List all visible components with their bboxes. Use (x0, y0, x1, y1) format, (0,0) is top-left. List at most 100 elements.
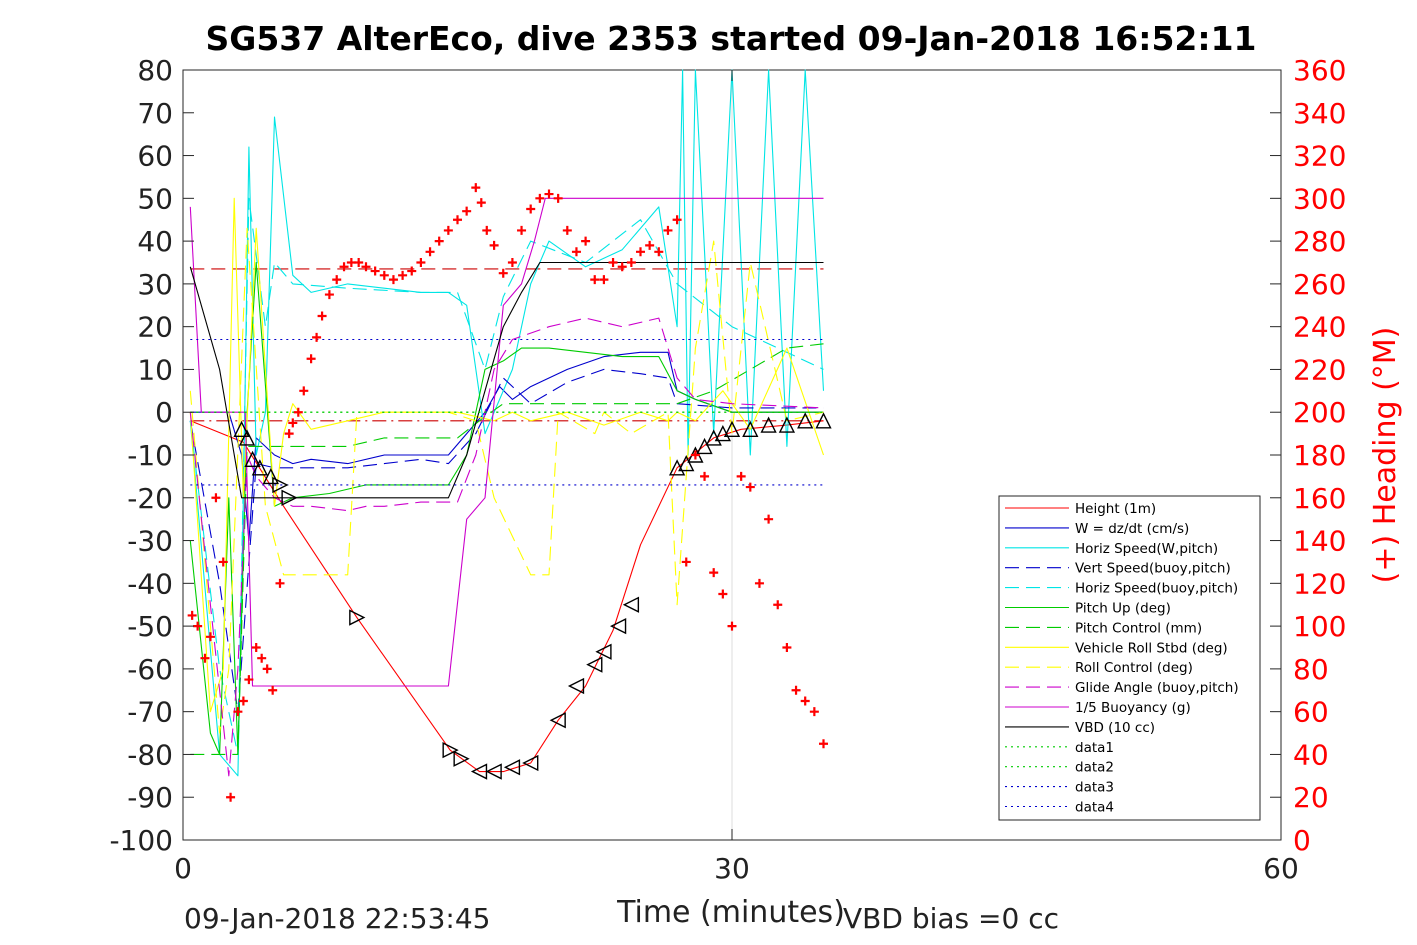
heading-point (471, 183, 481, 193)
heading-point (654, 247, 664, 257)
legend-label: Height (1m) (1075, 501, 1156, 517)
y-tick-label: -80 (127, 738, 173, 771)
y-tick-label: -60 (127, 653, 173, 686)
heading-point (361, 262, 371, 272)
y-tick-label: -90 (127, 781, 173, 814)
legend-label: W = dz/dt (cm/s) (1075, 521, 1189, 537)
depth-marker (778, 416, 796, 433)
depth-marker (622, 596, 640, 613)
y-right-tick-label: 240 (1293, 311, 1346, 344)
y-tick-label: 70 (137, 97, 173, 130)
y-right-tick-label: 260 (1293, 268, 1346, 301)
heading-point (626, 258, 636, 267)
depth-marker (586, 656, 603, 673)
heading-point (681, 557, 691, 567)
heading-point (193, 621, 203, 631)
heading-point (498, 268, 508, 278)
y-right-tick-label: 180 (1293, 439, 1346, 472)
legend: Height (1m) W = dz/dt (cm/s) Horiz Speed(W… (998, 495, 1261, 821)
depth-marker (609, 617, 627, 635)
depth-marker (442, 742, 459, 759)
heading-point (226, 792, 236, 802)
heading-point (745, 482, 755, 492)
y-tick-label: -40 (127, 567, 173, 600)
heading-point (284, 429, 294, 439)
heading-point (299, 386, 309, 396)
heading-point (354, 258, 364, 267)
heading-point (581, 236, 591, 246)
depth-marker (453, 750, 470, 767)
heading-point (727, 621, 737, 631)
legend-label: Vert Speed(buoy,pitch) (1075, 561, 1231, 577)
heading-point (443, 225, 453, 235)
legend-label: Glide Angle (buoy,pitch) (1075, 680, 1239, 696)
depth-marker (696, 437, 713, 455)
depth-marker (723, 420, 741, 438)
depth-marker (485, 763, 502, 780)
footer-vbd-bias: VBD bias =0 cc (843, 902, 1059, 935)
legend-label: Pitch Control (mm) (1075, 620, 1202, 636)
heading-point (339, 262, 349, 272)
series-line (190, 351, 824, 542)
depth-marker (797, 412, 814, 429)
heading-point (434, 236, 444, 246)
heading-point (526, 204, 536, 214)
y-tick-label: 80 (137, 54, 173, 87)
depth-marker (742, 420, 759, 438)
heading-point (617, 262, 627, 272)
heading-point (736, 471, 746, 481)
heading-point (268, 685, 278, 695)
legend-label: Vehicle Roll Stbd (deg) (1075, 640, 1228, 656)
heading-point (388, 275, 398, 285)
heading-point (599, 275, 609, 285)
y-tick-label: -30 (127, 525, 173, 558)
legend-label: Roll Control (deg) (1075, 660, 1193, 676)
y-right-tick-label: 280 (1293, 225, 1346, 258)
series-line (189, 261, 824, 499)
heading-point (754, 578, 764, 588)
depth-marker (595, 643, 612, 660)
y-tick-label: 30 (137, 268, 173, 301)
heading-point (244, 675, 254, 685)
series-line (189, 69, 825, 777)
heading-point (233, 707, 243, 717)
heading-point (324, 290, 334, 300)
legend-label: Horiz Speed(W,pitch) (1075, 541, 1218, 557)
y-right-tick-label: 40 (1293, 738, 1329, 771)
heading-point (517, 225, 527, 235)
heading-point (293, 407, 303, 417)
y-tick-label: 50 (137, 182, 173, 215)
heading-point (535, 193, 545, 203)
y-right-tick-label: 100 (1293, 610, 1346, 643)
heading-point (800, 696, 810, 706)
depth-marker (238, 429, 256, 446)
heading-point (453, 215, 462, 225)
heading-point (562, 225, 572, 235)
heading-point (764, 514, 774, 524)
heading-point (782, 643, 792, 652)
depth-marker (815, 412, 832, 429)
y-tick-label: 10 (137, 353, 173, 386)
y-right-tick-label: 60 (1293, 696, 1329, 729)
y-tick-label: -100 (109, 824, 173, 857)
y-right-tick-label: 200 (1293, 396, 1346, 429)
series-line (190, 343, 824, 755)
y-right-tick-label: 140 (1293, 525, 1346, 558)
y-right-tick-label: 0 (1293, 824, 1311, 857)
heading-point (544, 189, 554, 199)
heading-point (489, 240, 499, 250)
y-right-tick-label: 20 (1293, 781, 1329, 814)
x-tick-label: 0 (174, 852, 192, 885)
legend-label: data2 (1075, 760, 1114, 776)
marker-layer (187, 183, 832, 802)
series-layer (189, 69, 825, 777)
heading-point (507, 258, 517, 267)
heading-point (636, 247, 645, 257)
series-line (190, 420, 824, 773)
heading-point (257, 653, 267, 663)
heading-point (645, 240, 655, 250)
heading-point (262, 664, 272, 674)
heading-point (425, 247, 435, 257)
x-tick-label: 60 (1263, 852, 1299, 885)
